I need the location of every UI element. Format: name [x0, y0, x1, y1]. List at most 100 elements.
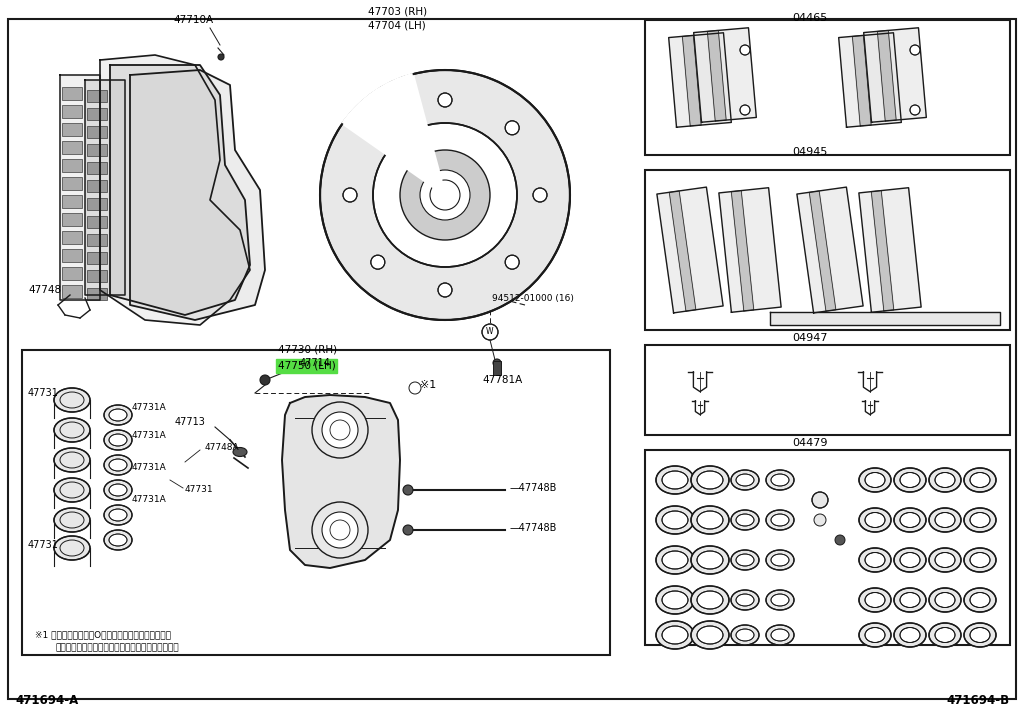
- Bar: [62, 105, 82, 118]
- Bar: [87, 216, 106, 228]
- Ellipse shape: [771, 594, 790, 606]
- Ellipse shape: [929, 623, 961, 647]
- Circle shape: [319, 70, 570, 320]
- Bar: [645, 345, 1010, 435]
- Ellipse shape: [766, 550, 794, 570]
- Text: 47731: 47731: [185, 486, 214, 494]
- Text: 04479: 04479: [793, 438, 827, 448]
- Ellipse shape: [109, 459, 127, 471]
- Ellipse shape: [697, 471, 723, 489]
- Bar: [62, 267, 82, 280]
- Polygon shape: [859, 188, 922, 312]
- Ellipse shape: [935, 552, 955, 568]
- Circle shape: [910, 105, 920, 115]
- Text: 04945: 04945: [793, 147, 827, 157]
- Ellipse shape: [865, 513, 885, 527]
- Ellipse shape: [104, 505, 132, 525]
- Circle shape: [420, 170, 470, 220]
- Ellipse shape: [691, 466, 729, 494]
- Text: —47748B: —47748B: [510, 483, 557, 493]
- Bar: [62, 177, 82, 190]
- Polygon shape: [839, 33, 901, 127]
- Text: 47731A: 47731A: [132, 464, 167, 472]
- Text: ※1: ※1: [420, 380, 436, 390]
- Ellipse shape: [970, 592, 990, 607]
- Ellipse shape: [894, 508, 926, 532]
- Ellipse shape: [771, 554, 790, 566]
- Ellipse shape: [697, 511, 723, 529]
- Ellipse shape: [894, 548, 926, 572]
- Ellipse shape: [929, 508, 961, 532]
- Ellipse shape: [964, 508, 996, 532]
- Ellipse shape: [929, 588, 961, 612]
- Circle shape: [260, 375, 270, 385]
- Ellipse shape: [894, 588, 926, 612]
- Text: 94512-01000 (16): 94512-01000 (16): [492, 293, 573, 303]
- Polygon shape: [670, 191, 696, 311]
- Bar: [62, 285, 82, 298]
- Text: 47748A: 47748A: [205, 443, 240, 452]
- Polygon shape: [110, 65, 250, 315]
- Text: 04465: 04465: [793, 13, 827, 23]
- Ellipse shape: [109, 534, 127, 546]
- Circle shape: [312, 502, 368, 558]
- Circle shape: [493, 359, 501, 367]
- Circle shape: [400, 150, 490, 240]
- Bar: [62, 141, 82, 154]
- Circle shape: [312, 402, 368, 458]
- Ellipse shape: [900, 592, 920, 607]
- Polygon shape: [878, 30, 896, 121]
- Circle shape: [835, 535, 845, 545]
- Circle shape: [403, 525, 413, 535]
- Ellipse shape: [929, 468, 961, 492]
- Ellipse shape: [736, 474, 754, 486]
- Ellipse shape: [697, 591, 723, 609]
- Polygon shape: [100, 55, 250, 325]
- Bar: [62, 231, 82, 244]
- Ellipse shape: [970, 472, 990, 488]
- Ellipse shape: [656, 621, 694, 649]
- Ellipse shape: [109, 434, 127, 446]
- Ellipse shape: [900, 628, 920, 643]
- Ellipse shape: [970, 552, 990, 568]
- Ellipse shape: [662, 551, 688, 569]
- Circle shape: [505, 121, 519, 135]
- Ellipse shape: [964, 588, 996, 612]
- Ellipse shape: [731, 510, 759, 530]
- Text: 47748: 47748: [28, 285, 61, 295]
- Ellipse shape: [697, 551, 723, 569]
- Text: 47731A: 47731A: [132, 431, 167, 440]
- Bar: [87, 288, 106, 300]
- Wedge shape: [343, 74, 445, 195]
- Ellipse shape: [935, 628, 955, 643]
- Polygon shape: [85, 80, 125, 295]
- Ellipse shape: [731, 590, 759, 610]
- Ellipse shape: [865, 472, 885, 488]
- Circle shape: [910, 45, 920, 55]
- Ellipse shape: [771, 629, 790, 641]
- Text: ※1 キャリパ接合面のOリングは、分解・組付け後の: ※1 キャリパ接合面のOリングは、分解・組付け後の: [35, 631, 171, 640]
- Ellipse shape: [233, 448, 247, 457]
- Polygon shape: [656, 187, 723, 313]
- Ellipse shape: [104, 530, 132, 550]
- Ellipse shape: [54, 388, 90, 412]
- Bar: [645, 20, 1010, 155]
- Ellipse shape: [656, 586, 694, 614]
- Bar: [645, 170, 1010, 330]
- Ellipse shape: [54, 508, 90, 532]
- Ellipse shape: [109, 509, 127, 521]
- Ellipse shape: [109, 409, 127, 421]
- Ellipse shape: [964, 548, 996, 572]
- Ellipse shape: [662, 471, 688, 489]
- Circle shape: [814, 514, 826, 526]
- Circle shape: [740, 45, 750, 55]
- Ellipse shape: [731, 550, 759, 570]
- Circle shape: [322, 412, 358, 448]
- Ellipse shape: [736, 594, 754, 606]
- Circle shape: [438, 283, 452, 297]
- Circle shape: [343, 188, 357, 202]
- Circle shape: [218, 54, 224, 60]
- Ellipse shape: [771, 474, 790, 486]
- Text: 47781A: 47781A: [482, 375, 522, 385]
- Text: シール性確保が困難な為、単品補給していません。: シール性確保が困難な為、単品補給していません。: [55, 643, 178, 653]
